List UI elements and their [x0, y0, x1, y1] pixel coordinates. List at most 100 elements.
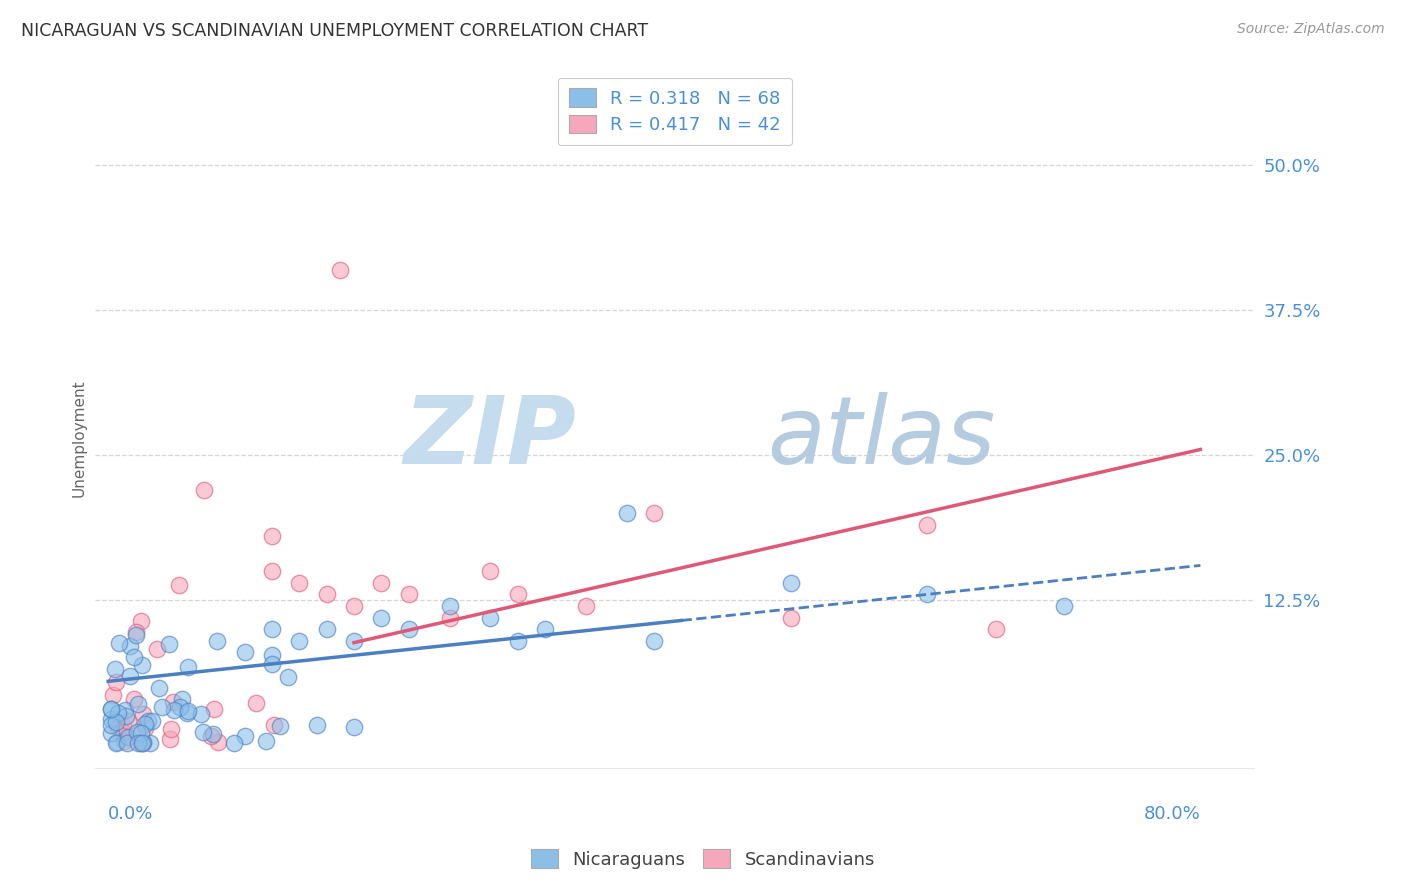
Point — [193, 724, 215, 739]
Point — [117, 730, 139, 744]
Point — [917, 517, 939, 532]
Point — [105, 736, 128, 750]
Point — [201, 727, 224, 741]
Point — [506, 633, 529, 648]
Point — [120, 640, 142, 654]
Point — [108, 636, 131, 650]
Point — [506, 587, 529, 601]
Point — [105, 675, 128, 690]
Point — [260, 529, 283, 543]
Point — [277, 670, 299, 684]
Point — [125, 624, 148, 639]
Point — [111, 725, 134, 739]
Point — [162, 695, 184, 709]
Point — [479, 610, 502, 624]
Point — [132, 735, 155, 749]
Point — [134, 716, 156, 731]
Point — [159, 722, 181, 736]
Point — [129, 736, 152, 750]
Point — [100, 717, 122, 731]
Point — [616, 506, 638, 520]
Y-axis label: Unemployment: Unemployment — [72, 379, 86, 497]
Point — [129, 726, 152, 740]
Point — [315, 622, 337, 636]
Point — [115, 736, 138, 750]
Point — [176, 706, 198, 720]
Point — [132, 736, 155, 750]
Point — [262, 648, 284, 663]
Point — [170, 692, 193, 706]
Point — [131, 657, 153, 672]
Point — [575, 599, 598, 613]
Point — [112, 734, 135, 748]
Text: NICARAGUAN VS SCANDINAVIAN UNEMPLOYMENT CORRELATION CHART: NICARAGUAN VS SCANDINAVIAN UNEMPLOYMENT … — [21, 22, 648, 40]
Point — [169, 577, 191, 591]
Point — [260, 622, 283, 636]
Point — [125, 724, 148, 739]
Point — [118, 669, 141, 683]
Point — [100, 712, 122, 726]
Point — [343, 720, 366, 734]
Point — [141, 714, 163, 728]
Point — [534, 622, 557, 636]
Point — [101, 688, 124, 702]
Point — [207, 633, 229, 648]
Point — [125, 628, 148, 642]
Point — [112, 729, 135, 743]
Legend: R = 0.318   N = 68, R = 0.417   N = 42: R = 0.318 N = 68, R = 0.417 N = 42 — [558, 78, 792, 145]
Point — [146, 642, 169, 657]
Point — [254, 734, 277, 748]
Text: 80.0%: 80.0% — [1143, 805, 1201, 823]
Point — [150, 699, 173, 714]
Text: Source: ZipAtlas.com: Source: ZipAtlas.com — [1237, 22, 1385, 37]
Point — [107, 706, 129, 720]
Point — [163, 703, 186, 717]
Point — [117, 714, 139, 728]
Text: atlas: atlas — [768, 392, 995, 483]
Point — [917, 587, 939, 601]
Point — [984, 622, 1007, 636]
Point — [269, 719, 291, 733]
Point — [224, 736, 246, 750]
Point — [132, 706, 155, 721]
Text: ZIP: ZIP — [404, 392, 576, 483]
Point — [107, 720, 129, 734]
Point — [193, 483, 215, 497]
Point — [329, 262, 352, 277]
Point — [100, 725, 122, 739]
Point — [370, 610, 392, 624]
Point — [105, 715, 128, 730]
Point — [643, 633, 665, 648]
Point — [127, 736, 149, 750]
Point — [111, 719, 134, 733]
Point — [104, 662, 127, 676]
Point — [200, 730, 222, 744]
Point — [779, 610, 801, 624]
Text: 0.0%: 0.0% — [108, 805, 153, 823]
Point — [233, 645, 256, 659]
Point — [115, 708, 138, 723]
Point — [233, 730, 256, 744]
Point — [643, 506, 665, 520]
Point — [370, 575, 392, 590]
Point — [1053, 599, 1076, 613]
Point — [288, 575, 311, 590]
Point — [343, 599, 366, 613]
Point — [190, 706, 212, 721]
Point — [122, 650, 145, 665]
Point — [260, 657, 283, 671]
Point — [315, 587, 337, 601]
Point — [157, 638, 180, 652]
Point — [169, 700, 191, 714]
Point — [122, 692, 145, 706]
Point — [202, 701, 225, 715]
Point — [398, 587, 420, 601]
Point — [127, 698, 149, 712]
Point — [105, 735, 128, 749]
Legend: Nicaraguans, Scandinavians: Nicaraguans, Scandinavians — [523, 842, 883, 876]
Point — [100, 702, 122, 716]
Point — [100, 702, 122, 716]
Point — [245, 696, 267, 710]
Point — [134, 721, 156, 735]
Point — [138, 714, 160, 729]
